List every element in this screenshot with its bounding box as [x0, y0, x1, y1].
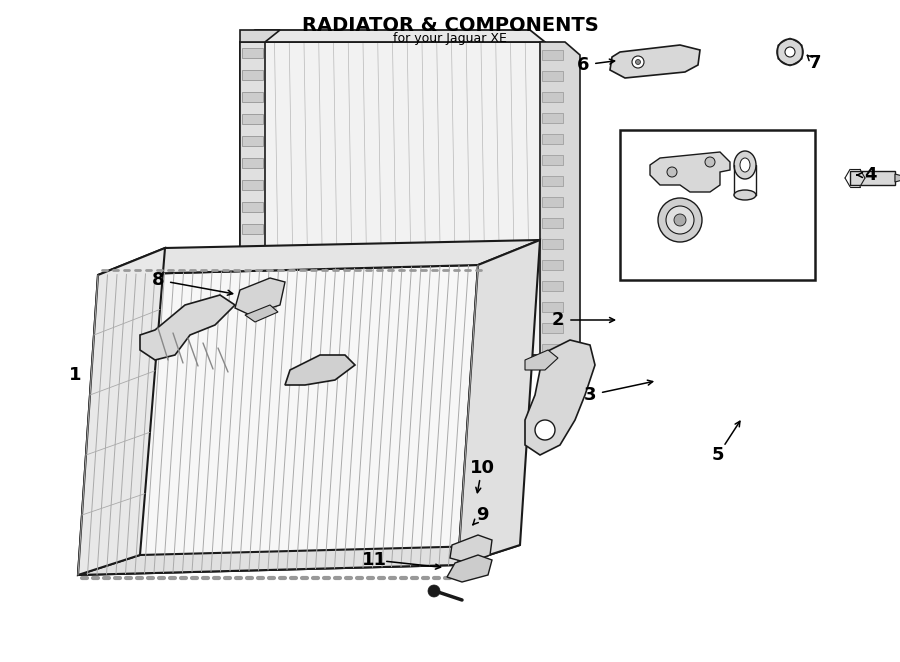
Polygon shape [242, 202, 263, 212]
Polygon shape [240, 30, 280, 42]
Polygon shape [895, 174, 900, 182]
Polygon shape [78, 248, 165, 575]
Polygon shape [610, 45, 700, 78]
Polygon shape [245, 305, 278, 322]
Text: 4: 4 [864, 166, 877, 184]
Circle shape [777, 39, 803, 65]
Polygon shape [542, 323, 563, 333]
Circle shape [667, 167, 677, 177]
Polygon shape [242, 92, 263, 102]
Polygon shape [542, 260, 563, 270]
Polygon shape [242, 224, 263, 234]
Polygon shape [542, 218, 563, 228]
Text: 9: 9 [476, 506, 489, 524]
Polygon shape [240, 42, 265, 355]
Polygon shape [542, 71, 563, 81]
Polygon shape [242, 136, 263, 146]
Polygon shape [242, 48, 263, 58]
Polygon shape [850, 171, 895, 185]
Text: 2: 2 [552, 311, 564, 329]
Polygon shape [242, 114, 263, 124]
Text: RADIATOR & COMPONENTS: RADIATOR & COMPONENTS [302, 16, 598, 35]
Polygon shape [542, 281, 563, 291]
Text: 8: 8 [152, 271, 165, 289]
Polygon shape [242, 268, 263, 278]
Polygon shape [78, 545, 520, 575]
Text: 5: 5 [712, 446, 724, 464]
Polygon shape [242, 158, 263, 168]
Polygon shape [447, 555, 492, 582]
Polygon shape [542, 92, 563, 102]
Circle shape [428, 585, 440, 597]
Polygon shape [450, 535, 492, 563]
Circle shape [535, 420, 555, 440]
Text: 6: 6 [577, 56, 590, 74]
Polygon shape [242, 246, 263, 256]
Polygon shape [542, 50, 563, 60]
Bar [620, 130, 815, 280]
Polygon shape [525, 340, 595, 455]
Polygon shape [78, 265, 478, 575]
Circle shape [632, 56, 644, 68]
Polygon shape [542, 197, 563, 207]
Circle shape [785, 47, 795, 57]
Polygon shape [650, 152, 730, 192]
Ellipse shape [740, 158, 750, 172]
Polygon shape [525, 350, 558, 370]
Circle shape [705, 157, 715, 167]
Polygon shape [542, 155, 563, 165]
Text: 7: 7 [809, 54, 821, 72]
Polygon shape [240, 30, 545, 42]
Polygon shape [235, 278, 285, 315]
Polygon shape [542, 134, 563, 144]
Polygon shape [285, 355, 355, 385]
Polygon shape [140, 295, 235, 360]
Polygon shape [240, 42, 545, 355]
Polygon shape [542, 176, 563, 186]
Ellipse shape [734, 190, 756, 200]
Polygon shape [542, 365, 563, 375]
Polygon shape [458, 240, 540, 565]
Polygon shape [542, 344, 563, 354]
Text: 1: 1 [68, 366, 81, 384]
Text: 3: 3 [584, 386, 596, 404]
Polygon shape [242, 180, 263, 190]
Circle shape [658, 198, 702, 242]
Polygon shape [242, 312, 263, 322]
Text: for your Jaguar XE: for your Jaguar XE [393, 32, 507, 45]
Text: 10: 10 [470, 459, 494, 477]
Polygon shape [242, 334, 263, 344]
Circle shape [666, 206, 694, 234]
Polygon shape [242, 290, 263, 300]
Polygon shape [98, 240, 540, 275]
Polygon shape [540, 42, 580, 395]
Polygon shape [542, 302, 563, 312]
Circle shape [674, 214, 686, 226]
Circle shape [635, 60, 641, 64]
Polygon shape [242, 70, 263, 80]
Ellipse shape [734, 151, 756, 179]
Polygon shape [542, 113, 563, 123]
Text: 11: 11 [362, 551, 386, 569]
Polygon shape [542, 239, 563, 249]
